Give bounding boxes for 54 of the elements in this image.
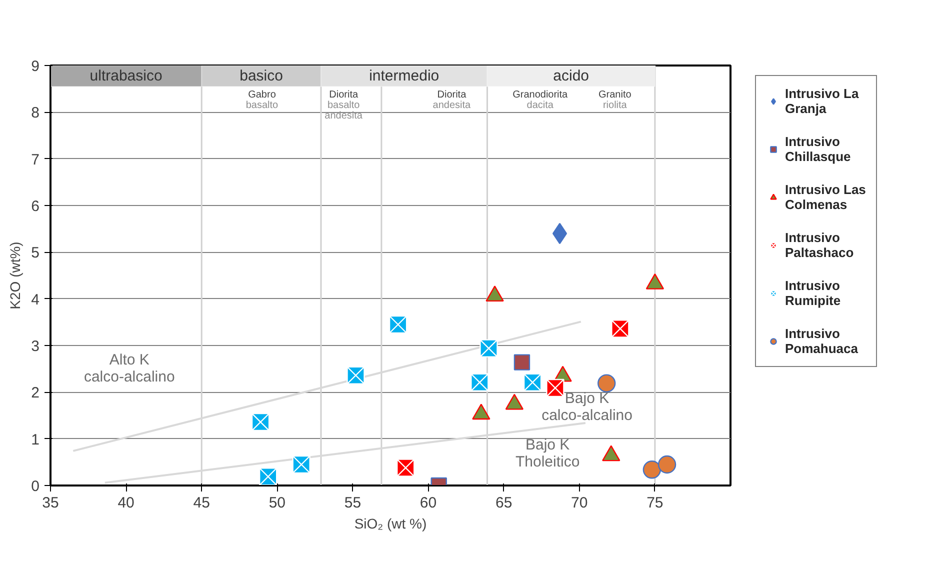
legend-label: Intrusivo Pomahuaca [785, 326, 858, 356]
annotation: Diorita basalto andesita [324, 89, 363, 122]
point [346, 366, 365, 384]
band-label: basico [240, 68, 283, 84]
legend-label: Intrusivo Rumipite [785, 278, 841, 308]
band-label: intermedio [369, 68, 440, 84]
annotation: Alto K calco-alcalino [84, 352, 175, 386]
y-tick-label: 5 [31, 244, 40, 262]
point [292, 455, 310, 474]
point [388, 315, 408, 334]
y-tick-label: 1 [31, 431, 40, 448]
band-label: acido [553, 68, 590, 84]
point [470, 373, 489, 392]
point [546, 378, 564, 398]
x-tick-label: 45 [193, 494, 210, 512]
y-tick-label: 6 [31, 198, 40, 215]
point [642, 460, 662, 479]
point [611, 320, 630, 338]
y-tick-label: 7 [31, 151, 40, 168]
x-tick-label: 60 [420, 494, 437, 512]
annotation: Bajo K calco-alcalino [542, 390, 632, 424]
legend-label: Intrusivo Chillasque [785, 134, 851, 164]
band-label: ultrabasico [90, 68, 162, 84]
point [597, 374, 616, 392]
legend-label: Intrusivo Paltashaco [785, 230, 854, 260]
y-tick-label: 4 [31, 291, 40, 308]
annotation: Gabro basalto [246, 89, 279, 111]
x-tick-label: 55 [344, 494, 362, 512]
x-tick-label: 35 [42, 494, 59, 512]
annotation: Bajo K Tholeitico [515, 436, 580, 471]
x-tick-label: 75 [646, 494, 664, 512]
x-tick-label: 40 [118, 494, 134, 512]
point [658, 455, 676, 474]
y-axis-title: K2O (wt%) [7, 242, 24, 310]
x-tick-label: 50 [268, 494, 286, 512]
x-tick-label: 65 [495, 494, 512, 512]
annotation: Granito riolita [598, 89, 632, 111]
point [523, 373, 542, 392]
annotation: Diorita andesita [432, 89, 472, 111]
annotation: Granodiorita dacita [512, 89, 568, 111]
legend-label: Intrusivo Las Colmenas [785, 182, 866, 212]
point [396, 458, 415, 477]
legend-label: Intrusivo La Granja [785, 86, 859, 116]
point [480, 339, 498, 358]
y-tick-label: 9 [31, 58, 40, 75]
y-tick-label: 8 [31, 104, 40, 122]
y-tick-label: 3 [31, 338, 40, 355]
point [514, 354, 530, 370]
y-tick-label: 0 [31, 478, 40, 495]
point [552, 222, 568, 244]
point [251, 412, 270, 432]
x-axis-title: SiO₂ (wt %) [354, 516, 427, 532]
x-tick-label: 70 [571, 494, 588, 512]
y-tick-label: 2 [31, 384, 40, 402]
